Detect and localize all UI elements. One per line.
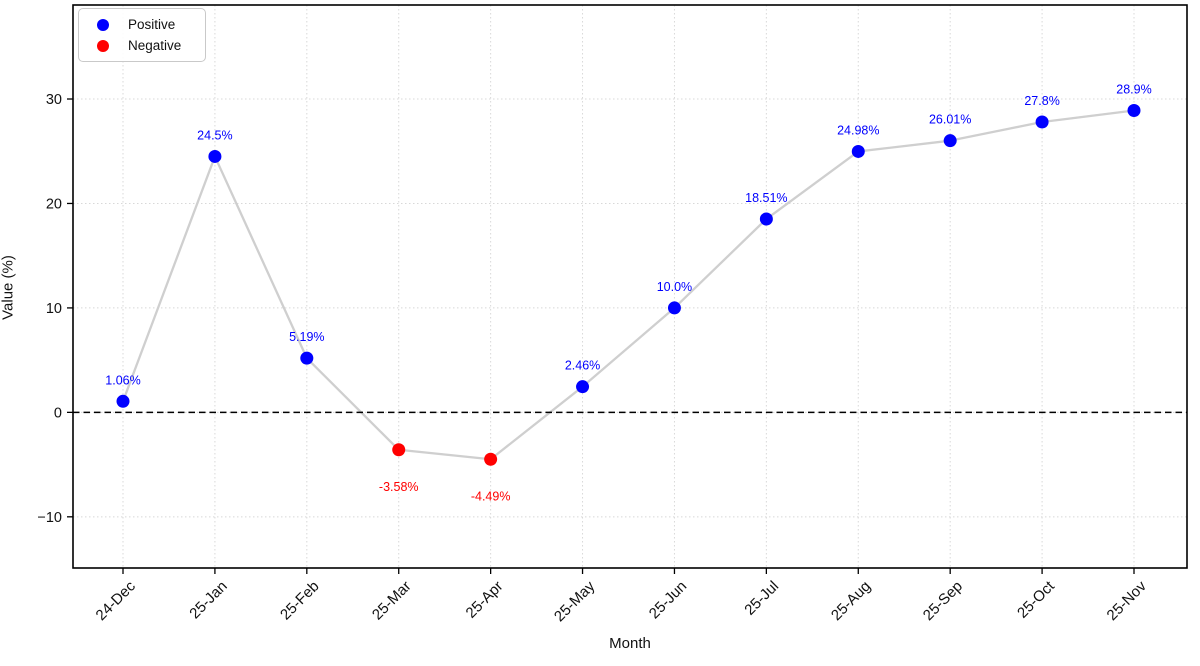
data-point-label: -4.49% [471, 489, 511, 503]
y-tick-label: 10 [46, 301, 62, 317]
data-point-label: 26.01% [929, 113, 971, 127]
y-tick-label: 0 [54, 405, 62, 421]
data-point [1035, 115, 1049, 129]
x-tick-label: 24-Dec [93, 577, 140, 624]
x-axis-label: Month [609, 635, 651, 652]
data-point [759, 212, 773, 226]
data-point-label: 28.9% [1116, 82, 1151, 96]
data-point-label: -3.58% [379, 480, 419, 494]
data-point [116, 394, 130, 408]
x-tick-label: 25-Oct [1014, 577, 1058, 621]
legend-item-positive: Positive [91, 14, 193, 35]
y-tick-label: −10 [37, 510, 62, 526]
x-tick-label: 25-Apr [463, 578, 507, 622]
data-point-label: 27.8% [1024, 94, 1059, 108]
data-point [392, 443, 406, 457]
legend-item-negative: Negative [91, 35, 193, 56]
data-point-label: 24.5% [197, 128, 232, 142]
data-point [576, 380, 590, 394]
x-tick-label: 25-Jul [741, 578, 782, 619]
x-tick-label: 25-Sep [920, 578, 966, 624]
y-tick-label: 20 [46, 196, 62, 212]
data-point [943, 134, 957, 148]
x-tick-label: 25-Jan [186, 578, 230, 622]
legend: Positive Negative [78, 8, 206, 62]
legend-marker-negative-icon [97, 39, 109, 52]
y-axis-label: Value (%) [0, 255, 17, 320]
data-point [851, 144, 865, 158]
data-point-label: 24.98% [837, 123, 879, 137]
legend-marker-positive-icon [97, 18, 109, 31]
data-point-label: 1.06% [105, 373, 140, 387]
legend-label-negative: Negative [128, 38, 182, 53]
data-point [300, 351, 314, 365]
data-point-label: 18.51% [745, 191, 787, 205]
data-point [1127, 103, 1141, 117]
x-tick-label: 25-Aug [828, 578, 874, 624]
data-point [667, 301, 681, 315]
series-line [121, 109, 1135, 461]
x-tick-label: 25-Mar [369, 578, 415, 624]
data-point-label: 2.46% [565, 359, 600, 373]
legend-label-positive: Positive [128, 17, 176, 32]
x-tick-label: 25-Nov [1104, 577, 1151, 624]
data-point-label: 5.19% [289, 330, 324, 344]
x-tick-label: 25-May [551, 577, 599, 625]
data-point [484, 452, 498, 466]
x-tick-label: 25-Feb [277, 578, 323, 624]
plot-border [72, 4, 1188, 569]
x-tick-label: 25-Jun [646, 578, 690, 622]
data-point-label: 10.0% [657, 280, 692, 294]
y-tick-label: 30 [46, 92, 62, 108]
data-point [208, 149, 222, 163]
